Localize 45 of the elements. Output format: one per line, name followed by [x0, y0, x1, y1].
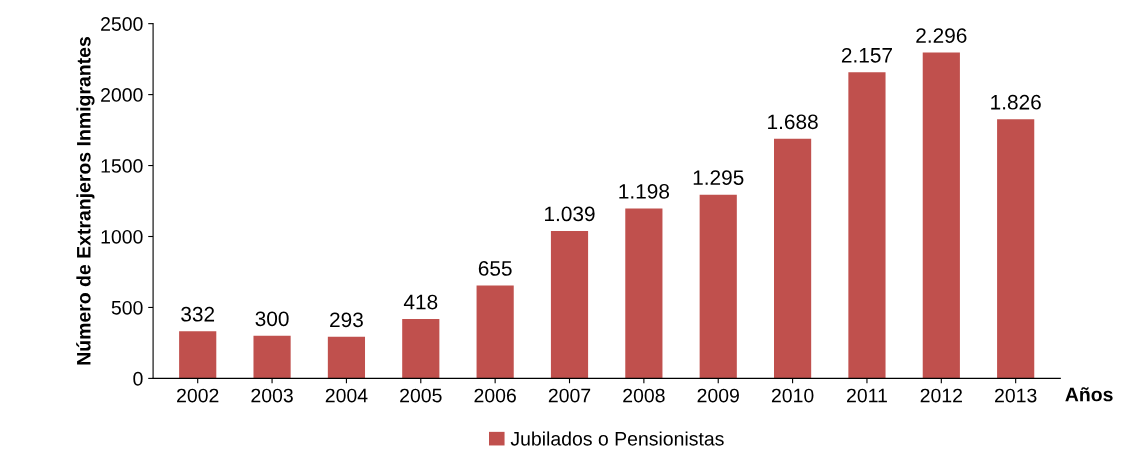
data-label: 1.688 [768, 114, 818, 130]
bar [402, 319, 440, 379]
bar [179, 331, 217, 379]
y-tick-label: 1000 [101, 229, 143, 244]
y-tick-label: 1500 [101, 159, 143, 173]
x-tick-label: 2004 [325, 388, 368, 403]
x-tick-label: 2010 [771, 388, 814, 403]
y-axis-title: Número de Extranjeros Inmigrantes [76, 37, 95, 365]
bar [476, 285, 514, 379]
data-label: 655 [478, 261, 512, 276]
x-axis-title: Años [1065, 387, 1113, 402]
x-tick-label: 2013 [995, 388, 1037, 403]
legend-label: Jubilados o Pensionistas [510, 431, 724, 446]
bar [774, 138, 812, 379]
data-label: 418 [403, 294, 438, 310]
bar [997, 119, 1035, 379]
data-label: 1.826 [991, 94, 1041, 110]
bar [550, 230, 589, 379]
x-tick-label: 2009 [697, 388, 739, 403]
y-tick-label: 2500 [101, 17, 143, 31]
x-tick-label: 2007 [548, 388, 591, 403]
bar [699, 194, 737, 379]
x-tick-label: 2003 [251, 388, 293, 403]
x-tick-label: 2006 [474, 388, 516, 403]
x-tick-label: 2012 [920, 388, 962, 403]
data-label: 2.157 [841, 47, 892, 63]
data-label: 1.039 [545, 206, 595, 222]
bar [922, 52, 960, 379]
data-label: 1.295 [693, 170, 744, 185]
y-tick-label: 500 [111, 300, 143, 315]
data-label: 2.296 [916, 28, 967, 43]
data-label: 1.198 [619, 183, 670, 199]
bar [327, 336, 366, 379]
bar [253, 335, 291, 379]
bar [625, 208, 663, 379]
data-label: 332 [181, 306, 215, 322]
bar [848, 72, 886, 379]
y-tick-label: 0 [133, 371, 143, 386]
x-tick-label: 2002 [177, 388, 219, 403]
x-tick-label: 2005 [400, 388, 442, 403]
x-tick-label: 2011 [847, 388, 887, 403]
x-tick-label: 2008 [623, 388, 665, 403]
data-label: 300 [255, 311, 289, 327]
data-label: 293 [330, 312, 363, 328]
y-tick-label: 2000 [101, 88, 143, 102]
